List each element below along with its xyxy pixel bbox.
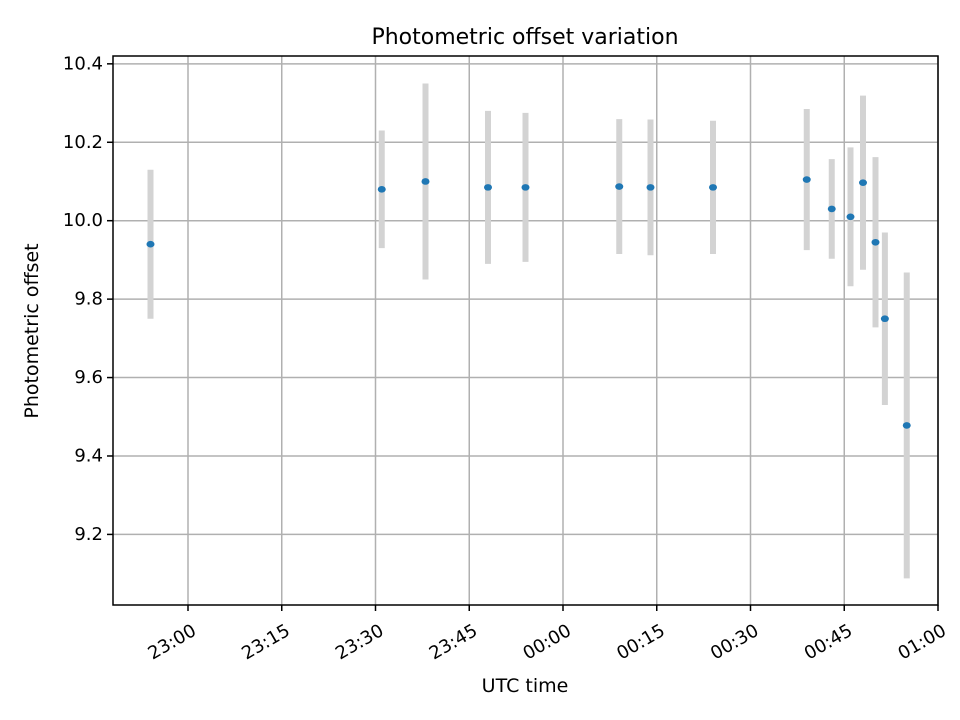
data-point bbox=[902, 422, 911, 429]
y-tick-label: 10.0 bbox=[63, 210, 103, 231]
x-tick-label: 00:15 bbox=[613, 620, 668, 664]
data-point bbox=[421, 178, 430, 185]
data-point bbox=[646, 184, 655, 191]
x-tick-label: 01:00 bbox=[894, 620, 949, 664]
x-tick-label: 23:30 bbox=[332, 620, 387, 664]
x-tick-label: 23:00 bbox=[144, 620, 199, 664]
data-point bbox=[615, 183, 624, 190]
y-axis: 9.2 9.4 9.6 9.8 10.0 10.2 10.4 bbox=[63, 53, 113, 545]
y-tick-label: 9.6 bbox=[74, 367, 103, 388]
data-point bbox=[859, 179, 867, 186]
error-bars bbox=[147, 83, 910, 579]
y-tick-label: 9.2 bbox=[74, 524, 103, 545]
data-point bbox=[871, 238, 880, 246]
x-tick-label: 00:45 bbox=[801, 620, 856, 664]
x-axis-label: UTC time bbox=[482, 675, 569, 697]
data-point bbox=[146, 240, 155, 248]
y-tick-label: 9.8 bbox=[74, 289, 103, 310]
data-points bbox=[146, 176, 911, 429]
data-point bbox=[484, 184, 492, 191]
data-point bbox=[827, 205, 836, 213]
x-tick-label: 00:30 bbox=[707, 620, 762, 664]
y-tick-label: 10.4 bbox=[63, 53, 103, 74]
x-tick-label: 23:45 bbox=[426, 620, 481, 664]
data-point bbox=[377, 186, 386, 193]
plot-frame bbox=[112, 55, 939, 606]
data-point bbox=[802, 176, 811, 183]
data-point bbox=[846, 213, 855, 221]
x-tick-label: 23:15 bbox=[238, 620, 293, 664]
y-tick-label: 9.4 bbox=[74, 445, 103, 466]
data-point bbox=[880, 315, 889, 323]
x-tick-label: 00:00 bbox=[519, 620, 574, 664]
y-tick-label: 10.2 bbox=[63, 132, 103, 153]
data-point bbox=[521, 184, 530, 191]
data-point bbox=[709, 184, 717, 191]
y-axis-label: Photometric offset bbox=[21, 243, 43, 418]
x-axis: 23:00 23:15 23:30 23:45 00:00 00:15 00:30 00:45… bbox=[144, 605, 950, 664]
chart-title: Photometric offset variation bbox=[371, 25, 678, 50]
